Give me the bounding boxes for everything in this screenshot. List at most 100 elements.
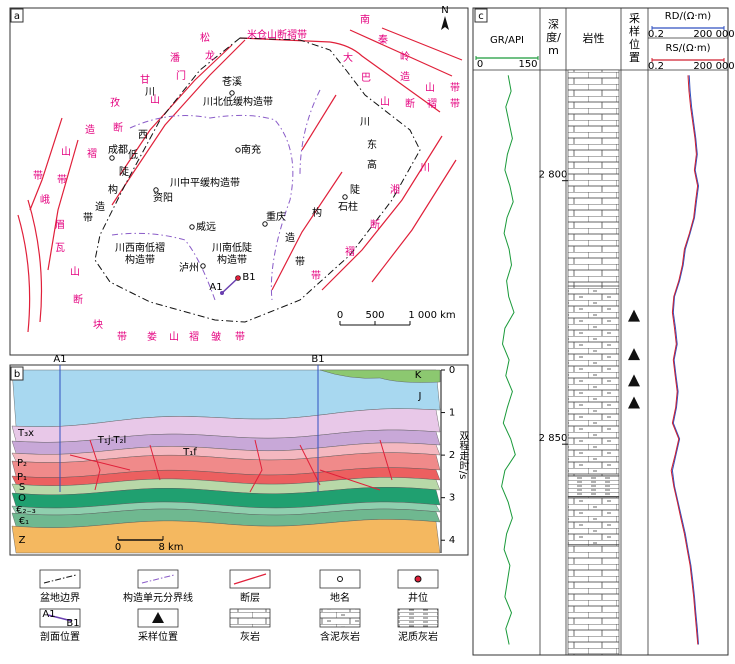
place-label: 石柱 xyxy=(338,200,358,213)
curve-scale-label: 200 000 xyxy=(693,61,734,72)
belt-label: 带 xyxy=(450,98,460,110)
belt-label: 带 xyxy=(117,331,127,343)
legend-label: 断层 xyxy=(240,591,260,604)
layer-label: T₁j-T₂l xyxy=(97,435,126,446)
place-marker xyxy=(189,224,195,230)
legend-icon xyxy=(43,574,77,584)
belt-label: 褶 xyxy=(87,147,97,160)
belt-label: 山 xyxy=(61,146,71,158)
place-marker xyxy=(153,187,159,193)
depth-tick-label: 2 800 xyxy=(539,170,568,181)
well-label: B1 xyxy=(242,272,255,283)
unit-label: 川中平缓构造带 xyxy=(170,176,240,189)
belt-label: 大 xyxy=(343,51,353,64)
lithology-interval xyxy=(567,475,620,498)
depth-tick-label: 2 850 xyxy=(539,433,568,444)
time-tick-label: 1 xyxy=(449,408,455,419)
curve-title: RS/(Ω·m) xyxy=(665,43,710,54)
north-label: N xyxy=(441,5,448,16)
panel-label-box xyxy=(474,8,488,23)
well-label: B1 xyxy=(311,354,324,365)
belt-label: 龙 xyxy=(205,49,215,62)
legend-label: 含泥灰岩 xyxy=(320,630,360,643)
scale-label: 1 000 km xyxy=(408,310,455,321)
unit-label: 构造带 xyxy=(217,253,247,266)
belt-label: 松 xyxy=(200,31,210,44)
time-tick-label: 2 xyxy=(449,450,455,461)
legend-label: 井位 xyxy=(408,591,428,604)
unit-label: 带 xyxy=(83,212,93,224)
rd-curve xyxy=(671,75,700,645)
unit-label: 带 xyxy=(295,256,305,268)
panel-frame xyxy=(9,7,469,356)
legend-label: 盆地边界 xyxy=(40,591,80,604)
section-fault xyxy=(319,469,381,491)
rs-curve xyxy=(670,75,699,645)
belt-label: 山 xyxy=(425,82,435,94)
lithology-title: 岩性 xyxy=(582,32,605,45)
layer-label: P₁ xyxy=(17,472,27,483)
belt-label: 山 xyxy=(169,331,179,343)
place-label: 南充 xyxy=(241,143,261,156)
scale-label: 500 xyxy=(365,310,384,321)
legend-icon xyxy=(47,614,73,622)
belt-label: 断 xyxy=(113,121,123,134)
legend-swatch xyxy=(319,608,361,628)
stratum xyxy=(319,369,441,383)
layer-label: S xyxy=(19,482,25,493)
belt-label: 断 xyxy=(405,97,415,110)
legend-icon xyxy=(414,575,422,583)
depth-title: 深度/m xyxy=(546,18,561,57)
belt-label: 门 xyxy=(176,69,186,82)
place-label: 苍溪 xyxy=(222,75,242,88)
belt-label: 造 xyxy=(85,123,95,136)
belt-label: 带 xyxy=(235,331,245,343)
belt-label: 孜 xyxy=(110,96,120,109)
panel-label: b xyxy=(14,369,20,380)
curve-scale-label: 0.2 xyxy=(648,61,664,72)
well-marker xyxy=(220,291,224,295)
belt-label: 潘 xyxy=(170,52,180,64)
curve-title: GR/API xyxy=(490,35,524,46)
belt-label: 带 xyxy=(450,82,460,94)
unit-label: 陡 xyxy=(350,184,360,196)
layer-label: Z xyxy=(19,535,26,546)
time-tick-label: 4 xyxy=(449,535,455,546)
layer-label: K xyxy=(415,370,422,381)
sample-marker xyxy=(628,374,640,387)
legend-label: 泥质灰岩 xyxy=(398,630,438,643)
unit-label: 陡 xyxy=(119,166,129,178)
belt-label: 岭 xyxy=(400,50,410,63)
unit-label: 高 xyxy=(367,158,377,171)
scale-label: 8 km xyxy=(158,542,183,553)
panel-label: a xyxy=(14,11,20,22)
belt-label: 湘 xyxy=(390,183,400,196)
section-fault xyxy=(69,454,131,471)
belt-label: 米仓山断褶带 xyxy=(247,28,307,41)
legend-label: 地名 xyxy=(330,591,350,604)
gr-curve xyxy=(501,75,516,645)
belt-label: 甘 xyxy=(140,73,150,86)
section-fault xyxy=(299,444,321,486)
unit-label: 川 xyxy=(360,117,370,128)
curve-title: RD/(Ω·m) xyxy=(665,11,711,22)
belt-label: 块 xyxy=(93,319,103,331)
legend-icon xyxy=(233,573,267,585)
curve-scale-label: 150 xyxy=(518,59,537,70)
belt-label: 秦 xyxy=(378,33,388,46)
sample-marker xyxy=(628,396,640,409)
belt-label: 川 xyxy=(420,163,430,174)
layer-label: €₁ xyxy=(19,516,29,527)
sample-title: 采样位置 xyxy=(629,12,640,64)
legend-label: 灰岩 xyxy=(240,630,260,643)
belt-label: 山 xyxy=(70,266,80,278)
belt-label: 皱 xyxy=(211,330,221,343)
belt-label: 山 xyxy=(150,94,160,106)
legend-icon xyxy=(337,576,343,582)
well-marker xyxy=(235,275,241,281)
belt-label: 褶 xyxy=(345,245,355,258)
belt-label: 带 xyxy=(311,270,321,282)
well-label: A1 xyxy=(209,282,222,293)
column-lines xyxy=(473,8,728,655)
